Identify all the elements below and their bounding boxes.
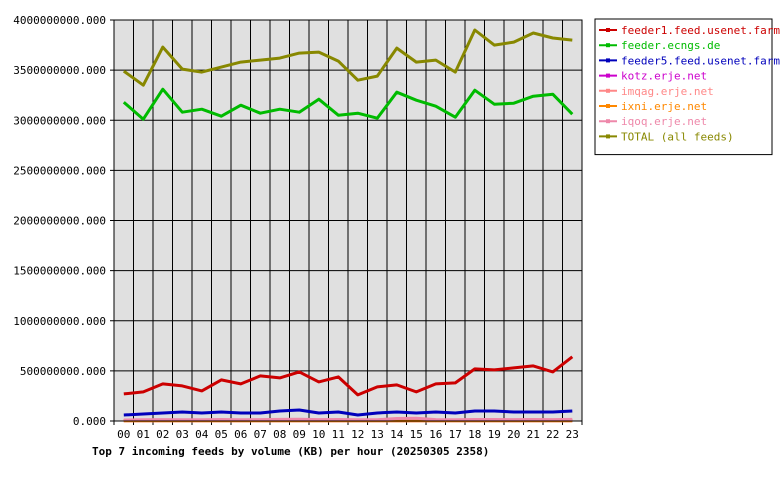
x-tick-label: 17 xyxy=(449,428,462,441)
legend-marker xyxy=(606,28,610,32)
legend-item: iqoq.erje.net xyxy=(599,115,707,128)
x-tick-label: 10 xyxy=(312,428,325,441)
y-axis-tick-labels: 0.000 500000000.000 1000000000.000 15000000… xyxy=(13,14,106,428)
x-tick-label: 20 xyxy=(507,428,520,441)
x-tick-label: 16 xyxy=(429,428,442,441)
legend-item: feeder.ecngs.de xyxy=(599,39,720,52)
legend-label: feeder1.feed.usenet.farm xyxy=(621,24,780,37)
x-tick-label: 03 xyxy=(176,428,189,441)
y-tick-label: 2000000000.000 xyxy=(13,215,106,228)
x-tick-label: 22 xyxy=(546,428,559,441)
legend-item: TOTAL (all feeds) xyxy=(599,130,734,143)
x-tick-label: 04 xyxy=(195,428,209,441)
legend-marker xyxy=(606,119,610,124)
x-tick-label: 02 xyxy=(156,428,169,441)
x-tick-label: 06 xyxy=(234,428,247,441)
y-tick-label: 3500000000.000 xyxy=(13,64,106,77)
legend-item: ixni.erje.net xyxy=(599,100,707,113)
legend-marker xyxy=(606,104,610,108)
x-tick-label: 18 xyxy=(468,428,481,441)
legend-label: feeder5.feed.usenet.farm xyxy=(621,54,780,67)
x-tick-label: 05 xyxy=(215,428,228,441)
series-line xyxy=(122,28,573,87)
y-tick-label: 3000000000.000 xyxy=(13,114,106,127)
y-tick-label: 4000000000.000 xyxy=(13,14,106,27)
x-tick-label: 00 xyxy=(117,428,130,441)
x-tick-label: 15 xyxy=(410,428,423,441)
legend-label: iqoq.erje.net xyxy=(621,115,707,128)
legend-label: kotz.erje.net xyxy=(621,70,707,83)
x-tick-label: 07 xyxy=(254,428,267,441)
series-line xyxy=(123,355,574,397)
x-tick-label: 11 xyxy=(332,428,345,441)
legend-label: feeder.ecngs.de xyxy=(621,39,720,52)
y-tick-label: 0.000 xyxy=(73,415,106,428)
series-line xyxy=(123,408,573,417)
y-tick-label: 500000000.000 xyxy=(20,365,106,378)
legend-marker xyxy=(606,88,610,93)
x-tick-label: 23 xyxy=(566,428,579,441)
x-tick-label: 13 xyxy=(371,428,384,441)
legend-item: imqag.erje.net xyxy=(599,85,714,98)
series-line xyxy=(123,416,573,422)
y-tick-label: 2500000000.000 xyxy=(13,164,106,177)
y-tick-label: 1500000000.000 xyxy=(13,265,106,278)
legend-marker xyxy=(606,58,610,63)
legend-label: ixni.erje.net xyxy=(621,100,707,113)
legend-item: feeder1.feed.usenet.farm xyxy=(599,24,780,37)
x-tick-label: 14 xyxy=(390,428,404,441)
legend-marker xyxy=(606,134,610,139)
x-tick-label: 01 xyxy=(137,428,150,441)
chart-title: Top 7 incoming feeds by volume (KB) per … xyxy=(92,445,489,458)
legend-item: feeder5.feed.usenet.farm xyxy=(599,54,780,67)
x-tick-label: 09 xyxy=(293,428,306,441)
legend-marker xyxy=(606,43,610,48)
y-tick-label: 1000000000.000 xyxy=(13,315,106,328)
x-tick-label: 08 xyxy=(273,428,286,441)
x-tick-label: 21 xyxy=(527,428,540,441)
legend-label: imqag.erje.net xyxy=(621,85,714,98)
legend-marker xyxy=(606,73,610,78)
legend-items: feeder1.feed.usenet.farm feeder.ecngs.de f… xyxy=(599,24,780,143)
x-tick-label: 19 xyxy=(488,428,501,441)
legend: feeder1.feed.usenet.farm feeder.ecngs.de f… xyxy=(594,18,780,156)
series-line xyxy=(122,87,574,121)
x-tick-label: 12 xyxy=(351,428,364,441)
plot-border xyxy=(113,19,583,422)
legend-box xyxy=(594,18,773,156)
x-axis-tick-labels: 00 01 02 03 04 05 06 07 08 09 10 11 12 13 14 15 16 17 18 19… xyxy=(117,428,579,441)
legend-label: TOTAL (all feeds) xyxy=(621,130,734,143)
legend-item: kotz.erje.net xyxy=(599,70,707,83)
